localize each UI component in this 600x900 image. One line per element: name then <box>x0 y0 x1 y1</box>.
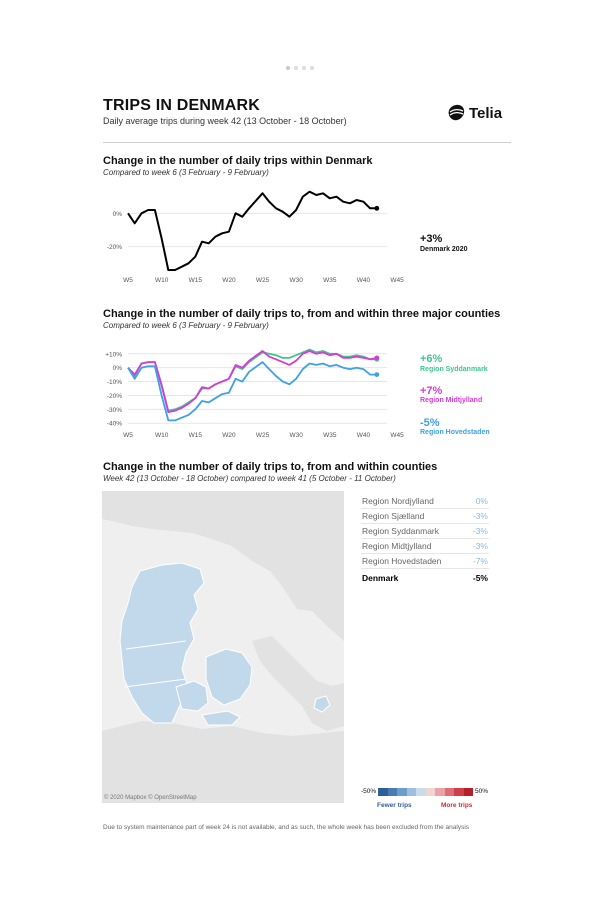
table-row: Region Nordjylland 0% <box>361 494 489 509</box>
legend-swatch <box>435 788 445 796</box>
y-tick-label: -10% <box>107 379 122 386</box>
x-tick-label: W35 <box>323 432 337 439</box>
section3-subtitle: Week 42 (13 October - 18 October) compar… <box>103 474 396 483</box>
series-line <box>127 350 377 413</box>
legend-swatch <box>425 788 435 796</box>
legend-swatch <box>378 788 388 796</box>
x-tick-label: W5 <box>123 277 133 284</box>
legend-swatch <box>406 788 416 796</box>
telia-pebble-icon <box>448 104 465 121</box>
y-tick-label: -30% <box>107 407 122 414</box>
region-border <box>125 640 187 650</box>
page-title: TRIPS IN DENMARK <box>103 97 260 114</box>
footnote: Due to system maintenance part of week 2… <box>103 824 470 831</box>
sweden-south-land <box>252 636 344 731</box>
lolland-falster-region[interactable] <box>201 710 241 726</box>
table-total-row: Denmark -5% <box>362 573 488 583</box>
x-tick-label: W5 <box>123 432 133 439</box>
x-tick-label: W15 <box>189 277 203 284</box>
table-row: Region Hovedstaden -7% <box>361 554 489 569</box>
x-tick-label: W10 <box>155 277 169 284</box>
pager-dot[interactable] <box>294 66 298 70</box>
x-tick-label: W20 <box>222 277 236 284</box>
series-end-point <box>374 372 380 378</box>
denmark-callout-label: Denmark 2020 <box>420 246 468 253</box>
legend-swatch <box>463 788 473 796</box>
denmark-callout-value: +3% <box>420 233 443 245</box>
x-tick-label: W30 <box>289 277 303 284</box>
zealand-region[interactable] <box>205 648 253 706</box>
x-tick-label: W25 <box>256 277 270 284</box>
region-border <box>123 678 187 688</box>
telia-logo: Telia <box>446 103 502 123</box>
region-change-table: Region Nordjylland 0% Region Sjælland -3% … <box>361 494 489 585</box>
y-tick-label: -20% <box>107 393 122 400</box>
denmark-trips-line-chart: 0% -20% W5 W10 W15 W20 W25 W30 W35 W40 W45 <box>107 190 404 284</box>
divider <box>103 142 511 143</box>
pager-dots[interactable] <box>286 66 314 70</box>
midtjylland-callout-value: +7% <box>420 385 443 397</box>
denmark-region-map[interactable] <box>102 491 344 803</box>
y-tick-label: -20% <box>107 244 122 251</box>
legend-swatch <box>416 788 426 796</box>
legend-swatch <box>397 788 407 796</box>
germany-land <box>102 721 344 803</box>
x-tick-label: W10 <box>155 432 169 439</box>
table-row: Region Sjælland -3% <box>361 509 489 524</box>
y-tick-label: +10% <box>105 351 122 358</box>
regions-trips-line-chart: +10% 0% -10% -20% -30% -40%W5 W10 W15 W20 W25 W30 W… <box>105 348 404 439</box>
legend-fewer-label: Fewer trips <box>377 802 412 809</box>
legend-swatch <box>454 788 464 796</box>
section2-subtitle: Compared to week 6 (3 February - 9 Febru… <box>103 321 269 330</box>
x-tick-label: W45 <box>390 432 404 439</box>
color-scale-legend <box>378 788 473 796</box>
x-tick-label: W45 <box>390 277 404 284</box>
x-tick-label: W20 <box>222 432 236 439</box>
hovedstaden-callout-label: Region Hovedstaden <box>420 429 490 436</box>
page-subtitle: Daily average trips during week 42 (13 O… <box>103 116 347 126</box>
section1-subtitle: Compared to week 6 (3 February - 9 Febru… <box>103 168 269 177</box>
series-end-point <box>374 205 380 211</box>
map-canvas <box>102 491 344 803</box>
pager-dot[interactable] <box>302 66 306 70</box>
series-end-point <box>374 355 380 361</box>
section1-title: Change in the number of daily trips with… <box>103 155 373 167</box>
legend-swatch <box>444 788 454 796</box>
legend-max-label: 50% <box>475 788 489 795</box>
legend-more-label: More trips <box>441 802 473 809</box>
y-tick-label: -40% <box>107 421 122 428</box>
hovedstaden-callout-value: -5% <box>420 417 440 429</box>
syddanmark-callout-label: Region Syddanmark <box>420 366 488 373</box>
y-tick-label: 0% <box>113 365 123 372</box>
brand-name: Telia <box>469 104 503 122</box>
legend-min-label: -50% <box>361 788 377 795</box>
midtjylland-callout-label: Region Midtjylland <box>420 397 483 404</box>
legend-swatch <box>387 788 397 796</box>
x-tick-label: W15 <box>189 432 203 439</box>
pager-dot[interactable] <box>286 66 290 70</box>
x-tick-label: W40 <box>357 432 371 439</box>
table-row: Region Midtjylland -3% <box>361 539 489 554</box>
y-tick-label: 0% <box>113 211 123 218</box>
series-line <box>127 361 377 422</box>
funen-region[interactable] <box>175 680 209 712</box>
map-attribution: © 2020 Mapbox © OpenStreetMap <box>104 795 197 801</box>
bornholm-region[interactable] <box>313 695 331 713</box>
section3-title: Change in the number of daily trips to, … <box>103 461 438 473</box>
scandinavia-land <box>102 491 344 641</box>
table-row: Region Syddanmark -3% <box>361 524 489 539</box>
pager-dot[interactable] <box>310 66 314 70</box>
syddanmark-callout-value: +6% <box>420 353 443 365</box>
x-tick-label: W40 <box>357 277 371 284</box>
x-tick-label: W25 <box>256 432 270 439</box>
section2-title: Change in the number of daily trips to, … <box>103 308 501 320</box>
series-line <box>127 190 377 271</box>
x-tick-label: W35 <box>323 277 337 284</box>
x-tick-label: W30 <box>289 432 303 439</box>
